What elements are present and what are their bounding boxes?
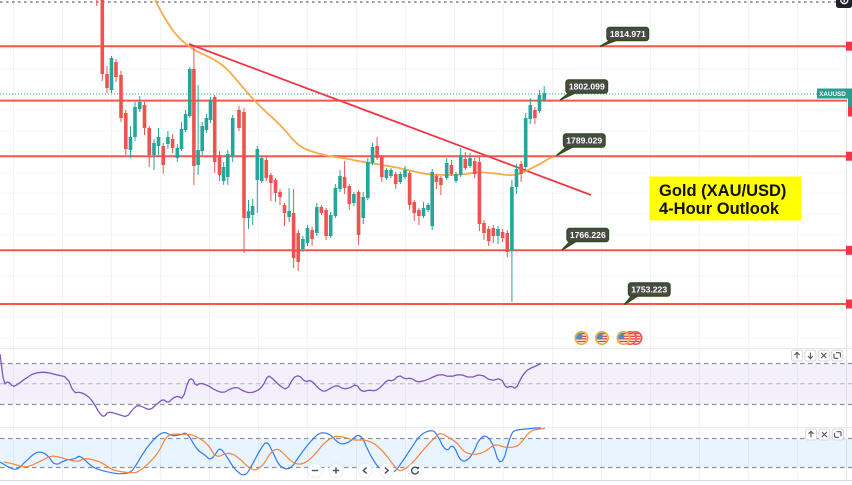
svg-text:1789.029: 1789.029 (566, 136, 602, 146)
svg-text:Gold (XAU/USD): Gold (XAU/USD) (659, 182, 786, 200)
svg-text:1802.099: 1802.099 (569, 82, 605, 92)
svg-text:1814.971: 1814.971 (610, 29, 646, 39)
svg-text:XAUUSD: XAUUSD (819, 91, 846, 98)
svg-text:4-Hour Outlook: 4-Hour Outlook (659, 200, 780, 218)
svg-text:1753.223: 1753.223 (631, 285, 667, 295)
svg-text:1766.226: 1766.226 (570, 230, 606, 240)
